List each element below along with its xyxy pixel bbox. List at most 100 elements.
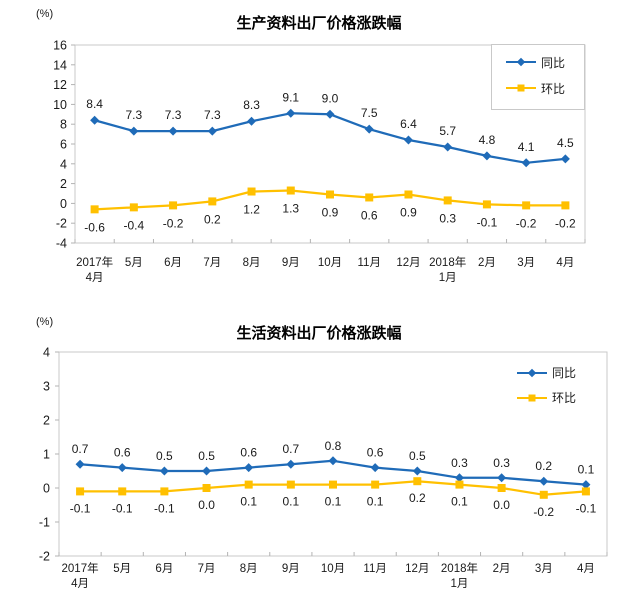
mom-data-label: 0.1 bbox=[325, 495, 342, 509]
mom-marker bbox=[561, 201, 570, 210]
mom-marker bbox=[76, 487, 85, 496]
mom-marker bbox=[404, 190, 413, 199]
mom-data-label: 0.1 bbox=[367, 495, 384, 509]
yoy-data-label: 5.7 bbox=[439, 124, 456, 138]
mom-marker bbox=[581, 487, 590, 496]
x-tick-label: 12月 bbox=[396, 257, 420, 269]
y-tick-label: -2 bbox=[39, 550, 50, 564]
yoy-legend-marker-icon bbox=[527, 368, 537, 377]
mom-legend-marker-icon bbox=[517, 84, 525, 92]
yoy-legend-marker-icon bbox=[516, 57, 526, 67]
mom-data-label: 1.3 bbox=[282, 202, 299, 216]
x-tick-label: 4月 bbox=[577, 563, 595, 575]
legend-label: 同比 bbox=[541, 55, 566, 70]
yoy-marker bbox=[403, 135, 413, 145]
mom-marker bbox=[365, 193, 374, 202]
x-tick-label: 12月 bbox=[405, 563, 429, 575]
yoy-data-label: 7.3 bbox=[165, 108, 182, 122]
legend-label: 环比 bbox=[552, 391, 577, 405]
x-tick-label: 2月 bbox=[493, 563, 511, 575]
mom-marker bbox=[539, 490, 548, 499]
legend: 同比 环比 bbox=[491, 44, 585, 110]
legend-item-mom: 环比 bbox=[506, 75, 584, 101]
yoy-marker bbox=[286, 459, 296, 469]
yoy-data-label: 7.5 bbox=[361, 106, 378, 120]
x-tick-label: 2017年 4月 bbox=[62, 561, 99, 590]
legend-label: 环比 bbox=[541, 81, 566, 96]
yoy-data-label: 0.8 bbox=[325, 439, 342, 453]
yoy-marker bbox=[247, 116, 257, 126]
x-tick-label: 2017年 4月 bbox=[76, 255, 113, 284]
y-tick-label: 1 bbox=[43, 448, 50, 462]
y-tick-label: 4 bbox=[43, 346, 50, 360]
mom-marker bbox=[455, 480, 464, 489]
yoy-marker bbox=[454, 473, 464, 483]
mom-marker bbox=[208, 197, 217, 206]
mom-marker bbox=[413, 477, 422, 486]
y-tick-label: 0 bbox=[43, 482, 50, 496]
mom-marker bbox=[326, 190, 334, 199]
yoy-marker bbox=[244, 463, 254, 473]
x-tick-label: 6月 bbox=[164, 257, 182, 269]
yoy-marker bbox=[168, 126, 178, 136]
yoy-data-label: 9.1 bbox=[282, 90, 299, 104]
mom-marker bbox=[118, 487, 127, 496]
yoy-marker bbox=[581, 480, 591, 490]
mom-data-label: 1.2 bbox=[243, 203, 260, 217]
yoy-marker bbox=[443, 142, 453, 152]
yoy-legend-sample bbox=[517, 368, 547, 378]
mom-marker bbox=[286, 186, 295, 195]
yoy-marker bbox=[129, 126, 139, 136]
x-tick-label: 11月 bbox=[358, 257, 381, 269]
x-tick-label: 2月 bbox=[478, 257, 496, 269]
x-tick-label: 3月 bbox=[517, 257, 535, 269]
x-tick-label: 2018年 1月 bbox=[441, 561, 478, 590]
yoy-data-label: 4.1 bbox=[518, 140, 535, 154]
legend: 同比 环比 bbox=[517, 360, 577, 410]
yoy-data-label: 0.1 bbox=[578, 463, 595, 477]
mom-data-label: 0.0 bbox=[493, 498, 510, 512]
y-tick-label: 8 bbox=[60, 118, 67, 132]
mom-marker bbox=[160, 487, 169, 496]
consumer-goods-price-chart: (%) 生活资料出厂价格涨跌幅 4 3 2 1 0 -1 -2 2017年 4月 5月 6月 7月 8月… bbox=[0, 300, 638, 609]
mom-data-label: -0.1 bbox=[70, 501, 91, 515]
x-tick-label: 5月 bbox=[125, 257, 143, 269]
mom-data-label: 0.9 bbox=[400, 205, 417, 219]
yoy-marker bbox=[75, 459, 85, 469]
y-tick-label: 12 bbox=[53, 78, 67, 92]
y-tick-label: 4 bbox=[60, 157, 67, 171]
producer-goods-price-chart: (%) 生产资料出厂价格涨跌幅 16 14 12 10 8 6 4 2 0 -2 -4 2017年 4月… bbox=[0, 0, 638, 300]
yoy-data-label: 0.7 bbox=[283, 442, 300, 456]
mom-legend-sample bbox=[517, 393, 547, 403]
mom-data-label: -0.2 bbox=[555, 216, 576, 230]
yoy-data-label: 0.5 bbox=[198, 449, 215, 463]
mom-data-label: -0.4 bbox=[124, 218, 145, 232]
yoy-marker bbox=[560, 154, 570, 164]
x-tick-label: 11月 bbox=[363, 563, 386, 575]
y-tick-label: 2 bbox=[60, 177, 67, 191]
mom-marker bbox=[522, 201, 531, 210]
mom-data-label: -0.6 bbox=[84, 220, 105, 234]
yoy-data-label: 0.3 bbox=[451, 456, 468, 470]
y-tick-label: 3 bbox=[43, 380, 50, 394]
chart-title: 生活资料出厂价格涨跌幅 bbox=[236, 325, 402, 342]
mom-marker bbox=[443, 196, 452, 205]
mom-data-label: 0.2 bbox=[204, 212, 221, 226]
yoy-marker bbox=[207, 126, 217, 136]
yoy-data-label: 8.4 bbox=[86, 97, 103, 111]
legend-label: 同比 bbox=[552, 366, 577, 380]
yoy-data-label: 0.2 bbox=[535, 459, 552, 473]
x-tick-label: 8月 bbox=[240, 563, 258, 575]
yoy-data-label: 0.6 bbox=[114, 446, 131, 460]
x-tick-label: 3月 bbox=[535, 563, 553, 575]
yoy-data-label: 9.0 bbox=[322, 91, 339, 105]
yoy-marker bbox=[90, 115, 100, 125]
mom-legend-marker-icon bbox=[528, 394, 536, 401]
mom-marker bbox=[286, 480, 295, 489]
mom-marker bbox=[497, 484, 506, 492]
mom-marker bbox=[169, 201, 178, 210]
yoy-marker bbox=[202, 466, 212, 476]
mom-data-label: -0.2 bbox=[533, 505, 554, 519]
yoy-data-label: 0.5 bbox=[409, 449, 426, 463]
